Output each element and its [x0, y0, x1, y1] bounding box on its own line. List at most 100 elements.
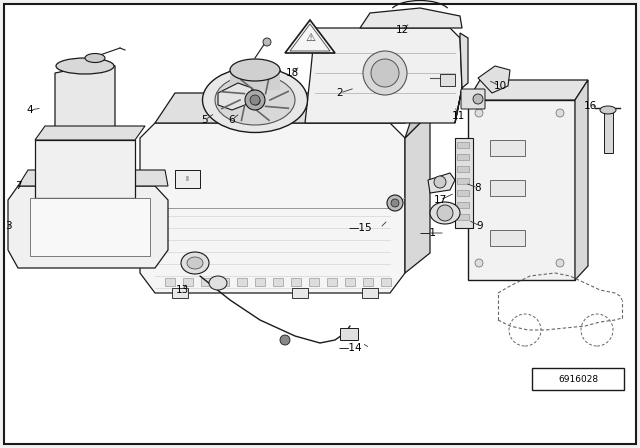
Circle shape	[263, 38, 271, 46]
Ellipse shape	[230, 59, 280, 81]
Bar	[35, 140, 135, 198]
Bar	[273, 278, 283, 286]
Polygon shape	[478, 66, 510, 93]
Text: —1: —1	[420, 228, 437, 238]
Bar	[363, 278, 373, 286]
Circle shape	[556, 259, 564, 267]
Text: 4: 4	[27, 105, 33, 115]
Bar	[345, 278, 355, 286]
Text: 12: 12	[396, 25, 408, 35]
Bar	[362, 288, 378, 298]
Polygon shape	[290, 24, 330, 51]
Bar	[457, 166, 469, 172]
Bar	[532, 368, 624, 390]
Ellipse shape	[209, 276, 227, 290]
Polygon shape	[18, 170, 168, 186]
Text: 3: 3	[4, 221, 12, 231]
Text: 5: 5	[202, 115, 208, 125]
Polygon shape	[405, 93, 430, 138]
Bar	[457, 214, 469, 220]
Circle shape	[475, 259, 483, 267]
Polygon shape	[468, 100, 575, 280]
Circle shape	[280, 335, 290, 345]
Circle shape	[434, 176, 446, 188]
Ellipse shape	[600, 106, 616, 114]
Ellipse shape	[202, 68, 307, 133]
Polygon shape	[428, 173, 455, 193]
Bar	[183, 278, 193, 286]
Polygon shape	[285, 20, 335, 53]
Text: 17: 17	[433, 195, 447, 205]
Text: —14: —14	[339, 343, 362, 353]
Polygon shape	[35, 126, 145, 140]
Bar	[291, 278, 301, 286]
Polygon shape	[140, 123, 405, 293]
Bar	[490, 230, 525, 246]
Circle shape	[363, 51, 407, 95]
Ellipse shape	[430, 202, 460, 224]
Circle shape	[556, 109, 564, 117]
Bar	[381, 278, 391, 286]
Bar	[457, 142, 469, 148]
Bar	[490, 140, 525, 156]
Circle shape	[387, 195, 403, 211]
Bar	[219, 278, 229, 286]
Circle shape	[250, 95, 260, 105]
Text: 2: 2	[337, 88, 343, 98]
Polygon shape	[468, 80, 588, 100]
Text: 7: 7	[15, 181, 21, 191]
Ellipse shape	[56, 58, 114, 74]
Text: 10: 10	[493, 81, 507, 91]
Circle shape	[252, 97, 260, 105]
Text: 9: 9	[477, 221, 483, 231]
Polygon shape	[360, 8, 462, 28]
Circle shape	[391, 199, 399, 207]
Circle shape	[245, 90, 265, 110]
Bar	[237, 278, 247, 286]
Text: 13: 13	[175, 285, 189, 295]
Bar	[457, 190, 469, 196]
Circle shape	[437, 205, 453, 221]
Bar	[309, 278, 319, 286]
Circle shape	[475, 109, 483, 117]
Bar	[30, 198, 150, 256]
Circle shape	[371, 59, 399, 87]
Circle shape	[473, 94, 483, 104]
Text: 16: 16	[584, 101, 596, 111]
Ellipse shape	[85, 53, 105, 63]
FancyBboxPatch shape	[461, 89, 485, 109]
Text: ⚠: ⚠	[305, 33, 315, 43]
Bar	[457, 178, 469, 184]
Polygon shape	[155, 93, 420, 123]
Bar	[292, 288, 308, 298]
Polygon shape	[8, 186, 168, 268]
Polygon shape	[55, 63, 115, 136]
Ellipse shape	[187, 257, 203, 269]
Bar	[455, 138, 473, 228]
Bar	[230, 68, 280, 90]
Text: 8: 8	[475, 183, 481, 193]
Text: 11: 11	[451, 111, 465, 121]
Text: 18: 18	[285, 68, 299, 78]
Text: 6: 6	[228, 115, 236, 125]
Bar	[457, 202, 469, 208]
Text: II: II	[185, 176, 189, 182]
Bar	[165, 278, 175, 286]
Bar	[440, 74, 455, 86]
Polygon shape	[218, 83, 252, 110]
Polygon shape	[305, 28, 462, 123]
Bar	[340, 328, 358, 340]
Bar	[172, 288, 188, 298]
Polygon shape	[405, 113, 430, 273]
Ellipse shape	[215, 75, 295, 125]
Bar	[201, 278, 211, 286]
Bar	[457, 154, 469, 160]
Ellipse shape	[181, 252, 209, 274]
Bar	[327, 278, 337, 286]
Bar	[604, 113, 613, 153]
Polygon shape	[455, 33, 468, 123]
Text: —15: —15	[348, 223, 372, 233]
Text: 6916028: 6916028	[558, 375, 598, 383]
Bar	[175, 170, 200, 188]
Bar	[255, 278, 265, 286]
